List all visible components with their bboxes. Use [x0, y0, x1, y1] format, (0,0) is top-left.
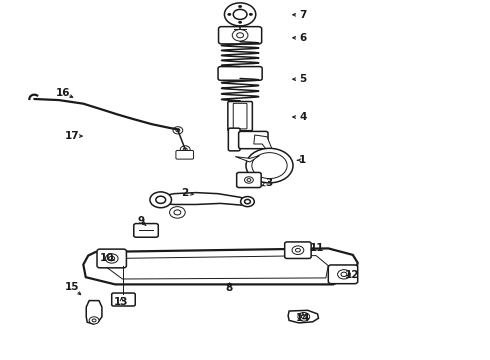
Circle shape [89, 317, 99, 324]
Polygon shape [105, 256, 328, 279]
Text: 17: 17 [65, 131, 80, 141]
Text: 10: 10 [99, 253, 114, 264]
Text: 15: 15 [65, 282, 80, 292]
Circle shape [233, 9, 247, 19]
FancyBboxPatch shape [239, 131, 268, 149]
Text: 5: 5 [299, 74, 306, 84]
Circle shape [173, 127, 183, 134]
Circle shape [249, 13, 253, 16]
Text: 13: 13 [114, 297, 129, 307]
Text: 8: 8 [226, 283, 233, 293]
Circle shape [245, 177, 253, 183]
Polygon shape [254, 135, 274, 160]
Circle shape [176, 129, 180, 132]
Circle shape [170, 207, 185, 218]
Circle shape [105, 254, 118, 263]
FancyBboxPatch shape [285, 242, 311, 258]
FancyBboxPatch shape [233, 103, 247, 129]
Circle shape [245, 199, 250, 204]
Circle shape [338, 270, 350, 279]
FancyBboxPatch shape [328, 265, 358, 284]
Circle shape [238, 5, 242, 8]
FancyBboxPatch shape [176, 150, 194, 159]
Circle shape [156, 196, 166, 203]
Text: 7: 7 [299, 10, 307, 20]
Circle shape [92, 319, 96, 322]
Circle shape [109, 256, 115, 261]
Circle shape [301, 315, 306, 319]
Circle shape [174, 210, 181, 215]
Circle shape [238, 21, 242, 24]
Circle shape [183, 148, 187, 151]
Circle shape [241, 197, 254, 207]
Circle shape [150, 192, 172, 208]
Text: 4: 4 [299, 112, 307, 122]
Circle shape [341, 272, 347, 276]
FancyBboxPatch shape [237, 172, 261, 188]
Circle shape [259, 158, 280, 174]
Text: 14: 14 [295, 312, 310, 323]
FancyBboxPatch shape [219, 27, 262, 44]
FancyBboxPatch shape [134, 224, 158, 237]
FancyBboxPatch shape [228, 128, 240, 151]
Circle shape [247, 179, 251, 181]
Polygon shape [235, 156, 260, 162]
Text: 9: 9 [138, 216, 145, 226]
Circle shape [252, 153, 287, 179]
Polygon shape [86, 301, 102, 324]
Text: 3: 3 [265, 178, 272, 188]
Circle shape [237, 33, 244, 38]
FancyBboxPatch shape [97, 249, 126, 268]
Polygon shape [83, 248, 358, 284]
Circle shape [232, 30, 248, 41]
FancyBboxPatch shape [228, 102, 252, 131]
Text: 16: 16 [55, 88, 70, 98]
Circle shape [246, 148, 293, 183]
Circle shape [298, 312, 310, 321]
Text: 2: 2 [182, 188, 189, 198]
Circle shape [227, 13, 231, 16]
Polygon shape [288, 310, 319, 323]
Circle shape [295, 248, 300, 252]
Circle shape [180, 146, 190, 153]
Text: 1: 1 [299, 155, 306, 165]
Polygon shape [161, 193, 249, 205]
Circle shape [224, 3, 256, 26]
Text: 12: 12 [344, 270, 359, 280]
Circle shape [292, 246, 304, 255]
Text: 11: 11 [310, 243, 325, 253]
FancyBboxPatch shape [218, 67, 262, 80]
Text: 6: 6 [299, 33, 306, 43]
FancyBboxPatch shape [112, 293, 135, 306]
